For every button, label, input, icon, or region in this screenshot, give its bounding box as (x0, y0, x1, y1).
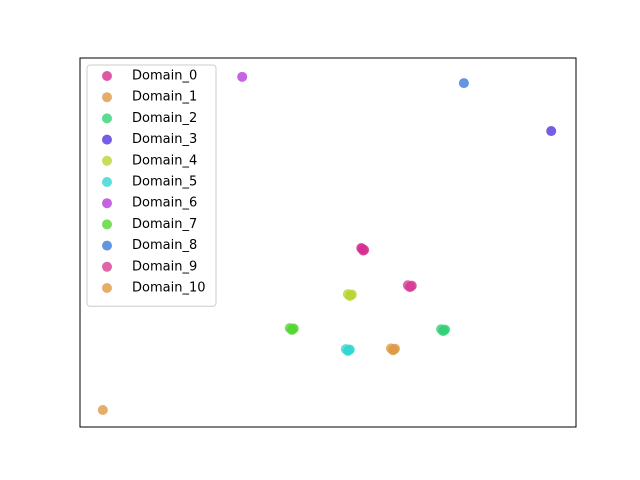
point (288, 323, 299, 334)
legend-marker (102, 240, 112, 251)
legend-label: Domain_2 (132, 111, 197, 126)
point (237, 71, 248, 82)
legend-marker (102, 177, 112, 187)
legend-label: Domain_0 (132, 69, 197, 84)
plot-frame (79, 57, 577, 428)
legend-label: Domain_3 (132, 132, 197, 147)
legend-marker (102, 283, 112, 293)
legend-marker (102, 198, 112, 209)
legend-label: Domain_10 (132, 281, 206, 296)
legend-box (86, 64, 217, 307)
legend-marker (102, 71, 112, 81)
point (440, 324, 451, 335)
point (346, 289, 357, 300)
point (546, 126, 557, 137)
point (344, 344, 355, 355)
legend-marker (102, 134, 112, 145)
legend-label: Domain_8 (132, 238, 197, 253)
point (389, 343, 400, 354)
legend-label: Domain_7 (132, 217, 197, 232)
point (357, 243, 368, 254)
legend-label: Domain_6 (132, 196, 197, 211)
legend-label: Domain_4 (132, 153, 197, 168)
legend-marker (102, 219, 112, 230)
legend-label: Domain_5 (132, 175, 197, 190)
point (458, 78, 469, 89)
legend-marker (102, 113, 112, 124)
legend-marker (102, 155, 112, 166)
point (97, 405, 108, 416)
legend-marker (102, 261, 112, 272)
legend-marker (102, 92, 112, 103)
legend-label: Domain_9 (132, 259, 197, 274)
point (406, 280, 417, 291)
legend-label: Domain_1 (132, 90, 197, 105)
